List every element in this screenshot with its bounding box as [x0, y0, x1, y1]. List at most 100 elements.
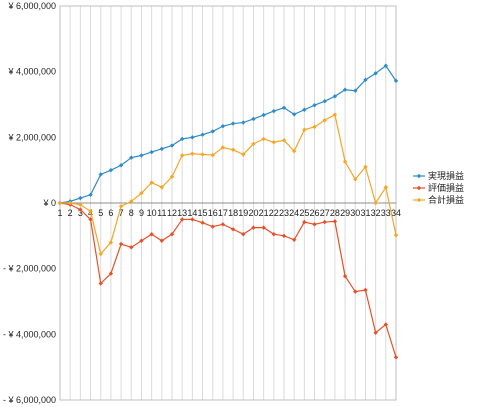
- data-point: [241, 152, 246, 157]
- legend-label: 評価損益: [428, 182, 464, 193]
- series-1: [57, 63, 399, 206]
- data-point: [159, 146, 165, 152]
- y-tick-label: ¥ 4,000,000: [7, 67, 56, 77]
- data-point: [230, 227, 236, 232]
- series-line: [59, 64, 397, 204]
- data-point: [129, 245, 134, 250]
- data-point: [179, 217, 185, 222]
- x-tick-label: 14: [187, 208, 197, 218]
- data-point: [159, 238, 165, 243]
- data-point: [322, 118, 327, 123]
- data-point: [363, 164, 368, 170]
- x-tick-label: 11: [157, 208, 166, 218]
- data-point: [108, 240, 114, 245]
- chart-axes: [59, 5, 397, 401]
- data-point: [393, 355, 399, 360]
- x-tick-label: 20: [248, 208, 258, 218]
- data-point: [342, 87, 348, 92]
- data-point: [373, 71, 378, 76]
- x-tick-label: 7: [119, 208, 124, 218]
- legend-label: 実現損益: [428, 170, 464, 181]
- data-point: [179, 153, 185, 158]
- x-tick-label: 1: [57, 208, 62, 218]
- data-point: [200, 220, 205, 225]
- x-tick-label: 12: [167, 208, 177, 218]
- data-point: [108, 167, 114, 173]
- data-point: [108, 271, 114, 276]
- legend-marker: [416, 197, 422, 203]
- data-point: [261, 112, 266, 118]
- y-tick-label: ¥ 0: [42, 198, 56, 208]
- data-point: [118, 163, 124, 168]
- y-tick-label: - ¥ 4,000,000: [3, 329, 56, 339]
- data-point: [312, 102, 317, 108]
- data-point: [210, 224, 215, 229]
- data-point: [139, 153, 144, 158]
- data-point: [363, 287, 368, 293]
- data-point: [159, 185, 165, 190]
- data-point: [353, 88, 358, 93]
- data-point: [220, 145, 226, 150]
- data-point: [169, 231, 175, 237]
- data-point: [78, 207, 83, 212]
- x-axis-labels: 1234567891011121314151617181920212223242…: [57, 208, 401, 218]
- data-point: [78, 195, 83, 201]
- data-point: [393, 232, 399, 238]
- data-point: [312, 222, 317, 227]
- x-tick-label: 25: [299, 208, 309, 218]
- data-point: [241, 231, 246, 237]
- series-line: [59, 202, 397, 358]
- data-point: [230, 147, 236, 153]
- data-point: [322, 219, 327, 225]
- x-tick-label: 5: [98, 208, 103, 218]
- y-tick-label: ¥ 2,000,000: [7, 132, 56, 142]
- legend-label: 合計損益: [428, 194, 464, 205]
- x-tick-label: 18: [228, 208, 238, 218]
- x-tick-label: 10: [147, 208, 157, 218]
- data-point: [291, 112, 297, 117]
- data-point: [373, 330, 378, 335]
- x-tick-label: 29: [340, 208, 350, 218]
- data-point: [190, 135, 195, 140]
- data-point: [353, 177, 358, 182]
- x-tick-label: 16: [208, 208, 218, 218]
- data-point: [169, 174, 175, 179]
- data-point: [220, 222, 226, 227]
- data-point: [149, 231, 154, 237]
- data-point: [302, 107, 307, 112]
- legend-item-3: 合計損益: [413, 194, 464, 205]
- x-tick-label: 26: [310, 208, 320, 218]
- data-point: [383, 63, 389, 68]
- x-tick-label: 32: [371, 208, 381, 218]
- legend-item-2: 評価損益: [413, 182, 464, 193]
- data-point: [302, 219, 307, 225]
- data-point: [261, 136, 266, 142]
- data-point: [220, 123, 226, 129]
- x-tick-label: 13: [177, 208, 187, 218]
- x-tick-label: 30: [350, 208, 360, 218]
- data-point: [373, 200, 378, 206]
- data-point: [98, 251, 103, 257]
- data-point: [302, 127, 307, 132]
- data-point: [88, 192, 93, 197]
- x-tick-label: 27: [320, 208, 330, 218]
- chart-series: [57, 63, 399, 360]
- x-tick-label: 21: [259, 208, 269, 218]
- x-tick-label: 2: [68, 208, 73, 218]
- y-tick-label: ¥ 6,000,000: [7, 1, 56, 11]
- data-point: [251, 225, 256, 230]
- data-point: [261, 225, 266, 230]
- data-point: [129, 155, 134, 160]
- data-point: [78, 202, 83, 207]
- x-tick-label: 31: [360, 208, 370, 218]
- data-point: [169, 143, 175, 148]
- data-point: [149, 180, 154, 185]
- data-point: [139, 190, 144, 196]
- x-tick-label: 23: [279, 208, 289, 218]
- data-point: [98, 172, 103, 177]
- series-3: [57, 112, 399, 257]
- data-point: [251, 116, 256, 122]
- data-point: [251, 141, 256, 147]
- data-point: [210, 152, 215, 158]
